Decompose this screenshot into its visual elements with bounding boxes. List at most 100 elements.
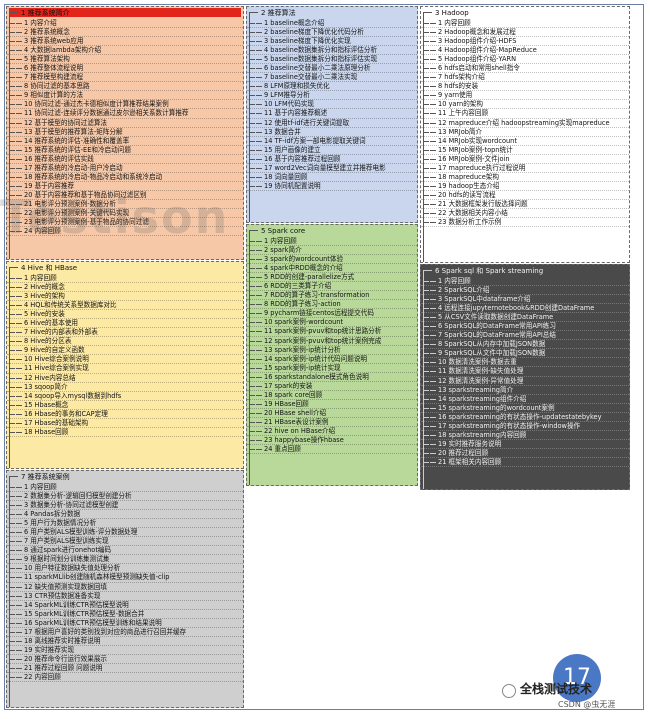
list-item[interactable]: 9 Hive的自定义函数 [7, 346, 243, 356]
list-item[interactable]: 16 基于内容推荐过程回顾 [247, 155, 417, 164]
list-item[interactable]: 17 推荐系统的冷启动-用户冷启动 [7, 164, 243, 173]
list-item[interactable]: 8 协同过滤的基本思路 [7, 82, 243, 92]
list-item[interactable]: 1 内容回顾 [247, 237, 417, 247]
list-item[interactable]: 3 数据集分析-协同过滤模型创建 [7, 501, 243, 511]
list-item[interactable]: 2 Hive的概念 [7, 283, 243, 293]
list-item[interactable]: 17 Hbase的基础架构 [7, 419, 243, 428]
list-item[interactable]: 7 RDD的算子练习-transformation [247, 291, 417, 301]
list-item[interactable]: 19 实时推荐服务说明 [421, 440, 629, 449]
list-item[interactable]: 8 通过spark进行onehot编码 [7, 546, 243, 556]
list-item[interactable]: 14 sqoop导入mysql数据到hdfs [7, 392, 243, 401]
list-item[interactable]: 7 Hive的内部表和外部表 [7, 328, 243, 338]
list-item[interactable]: 4 大数据lambda架构介绍 [7, 46, 243, 56]
list-item[interactable]: 3 Hadoop组件介绍-HDFS [421, 37, 629, 47]
list-item[interactable]: 7 baseline交替最小二乘法实现 [247, 73, 417, 83]
list-item[interactable]: 11 spark案例-pvuv和top统计思路分析 [247, 327, 417, 337]
list-item[interactable]: 11 数据清洗案例-缺失值处理 [421, 367, 629, 377]
list-item[interactable]: 14 SparkML训练CTR预估模型说明 [7, 601, 243, 610]
list-item[interactable]: 8 LFM原理和损失优化 [247, 82, 417, 92]
list-item[interactable]: 12 使用tf-idf进行关键词提取 [247, 119, 417, 128]
list-item[interactable]: 12 基于模型的协同过滤算法 [7, 119, 243, 128]
list-item[interactable]: 5 用户行为数据情况分析 [7, 519, 243, 529]
list-item[interactable]: 8 RDD的算子练习-action [247, 300, 417, 310]
list-item[interactable]: 1 baseline概念介绍 [247, 19, 417, 29]
list-item[interactable]: 14 TF-idf方案一部电影提取关键词 [247, 137, 417, 146]
list-item[interactable]: 5 baseline数据集拆分和指标评估实现 [247, 55, 417, 65]
list-item[interactable]: 18 推荐系统的冷启动-物品冷启动和系统冷启动 [7, 173, 243, 182]
list-item[interactable]: 15 SparkML训练CTR预估模型-数据合并 [7, 610, 243, 619]
list-item[interactable]: 15 MRJob案例-topn统计 [421, 146, 629, 155]
list-item[interactable]: 8 SparkSQL从内存中加载JSON数据 [421, 340, 629, 350]
list-item[interactable]: 15 Hbase概念 [7, 401, 243, 410]
list-item[interactable]: 17 sparkstreaming的有状态操作-window操作 [421, 422, 629, 431]
list-item[interactable]: 23 数据分析工作示例 [421, 218, 629, 228]
list-item[interactable]: 14 MRJob实现wordcount [421, 137, 629, 146]
list-item[interactable]: 23 happybase操作hbase [247, 436, 417, 446]
list-item[interactable]: 13 sparkstreaming简介 [421, 386, 629, 395]
list-item[interactable]: 18 mapreduce架构 [421, 173, 629, 182]
list-item[interactable]: 10 Hive综合案例说明 [7, 355, 243, 365]
list-item[interactable]: 22 hive on HBase介绍 [247, 427, 417, 437]
list-item[interactable]: 8 Hive的分区表 [7, 337, 243, 347]
list-item[interactable]: 6 推荐整体流程说明 [7, 64, 243, 74]
list-item[interactable]: 2 推荐系统概念 [7, 28, 243, 38]
list-item[interactable]: 12 数据清洗案例-异常值处理 [421, 377, 629, 386]
list-item[interactable]: 21 电影评分预测案例-数据分析 [7, 200, 243, 209]
list-item[interactable]: 13 spark案例-ip统计分析 [247, 346, 417, 355]
list-item[interactable]: 7 SparkSQL的DataFrame常用API总结 [421, 331, 629, 341]
list-item[interactable]: 2 spark简介 [247, 246, 417, 256]
list-item[interactable]: 10 LFM代码实现 [247, 100, 417, 110]
list-item[interactable]: 10 spark案例-wordcount [247, 318, 417, 328]
list-item[interactable]: 9 根据时间划分训练集测试集 [7, 555, 243, 565]
list-item[interactable]: 17 根据用户喜好的类别找到对应的商品进行召回并缓存 [7, 628, 243, 637]
list-item[interactable]: 3 推荐系统web应用 [7, 37, 243, 47]
list-item[interactable]: 12 mapreduce介绍 hadoopstreaming实现mapreduc… [421, 119, 629, 128]
list-item[interactable]: 7 hdfs架构介绍 [421, 73, 629, 83]
list-item[interactable]: 9 SparkSQL从文件中加载JSON数据 [421, 349, 629, 359]
list-item[interactable]: 4 Pandas拆分数据 [7, 510, 243, 520]
list-item[interactable]: 1 内容回顾 [421, 277, 629, 287]
list-item[interactable]: 24 内容回顾 [7, 227, 243, 237]
list-item[interactable]: 3 SparkSQL中dataframe介绍 [421, 295, 629, 305]
list-item[interactable]: 15 sparkstreaming的wordcount案例 [421, 404, 629, 413]
list-item[interactable]: 16 MRJob案例-文件join [421, 155, 629, 164]
list-item[interactable]: 17 spark的安装 [247, 382, 417, 391]
list-item[interactable]: 5 推荐算法架构 [7, 55, 243, 65]
list-item[interactable]: 1 内容回顾 [7, 483, 243, 493]
panel-title[interactable]: 4 Hive 和 HBase [7, 262, 243, 468]
list-item[interactable]: 4 Hadoop组件介绍-MapReduce [421, 46, 629, 56]
list-item[interactable]: 13 MRJob简介 [421, 128, 629, 137]
list-item[interactable]: 16 Hbase的事务和CAP定理 [7, 410, 243, 419]
list-item[interactable]: 7 推荐模型构建流程 [7, 73, 243, 83]
list-item[interactable]: 10 数据清洗案例-数据去重 [421, 358, 629, 368]
list-item[interactable]: 4 spark中RDD概念的介绍 [247, 264, 417, 274]
list-item[interactable]: 20 hdfs的读写流程 [421, 191, 629, 200]
list-item[interactable]: 16 sparkstandalone模式角色说明 [247, 373, 417, 382]
list-item[interactable]: 3 spark的wordcount体验 [247, 255, 417, 265]
list-item[interactable]: 22 大数据相关内容小结 [421, 209, 629, 219]
list-item[interactable]: 18 spark core回顾 [247, 391, 417, 400]
list-item[interactable]: 3 baseline梯度下降优化实现 [247, 37, 417, 47]
list-item[interactable]: 18 sparkstreaming内容回顾 [421, 431, 629, 440]
list-item[interactable]: 19 基于内容推荐 [7, 182, 243, 191]
list-item[interactable]: 5 Hive的安装 [7, 310, 243, 320]
list-item[interactable]: 2 baseline梯度下降优化代码分析 [247, 28, 417, 38]
list-item[interactable]: 16 SparkML训练CTR预估模型训练和结果说明 [7, 619, 243, 628]
list-item[interactable]: 16 sparkstreaming的有状态操作-updatestatebykey [421, 413, 629, 422]
list-item[interactable]: 9 相似度计算的方法 [7, 91, 243, 101]
list-item[interactable]: 15 spark案例-ip统计实现 [247, 364, 417, 373]
list-item[interactable]: 12 spark案例-pvuv和top统计案例完成 [247, 337, 417, 346]
list-item[interactable]: 13 sqoop简介 [7, 383, 243, 392]
list-item[interactable]: 11 协同过滤-连续评分数据通过皮尔逊相关系数计算推荐 [7, 109, 243, 119]
panel-title[interactable]: 6 Spark sql 和 Spark streaming [421, 265, 629, 489]
list-item[interactable]: 4 远程连接jupyternotebook&RDD创建DataFrame [421, 304, 629, 314]
list-item[interactable]: 22 内容回顾 [7, 673, 243, 683]
list-item[interactable]: 20 HBase shell介绍 [247, 409, 417, 418]
list-item[interactable]: 6 baseline交替最小二乘法原理分析 [247, 64, 417, 74]
list-item[interactable]: 19 hadoop生态介绍 [421, 182, 629, 191]
list-item[interactable]: 2 Hadoop概念和发展过程 [421, 28, 629, 38]
list-item[interactable]: 9 LFM推导分析 [247, 91, 417, 101]
panel-title[interactable]: 1 推荐系统简介 [7, 7, 243, 259]
list-item[interactable]: 6 用户类别ALS模型训练-评分数据处理 [7, 528, 243, 538]
list-item[interactable]: 20 推荐过程回顾 [421, 449, 629, 458]
